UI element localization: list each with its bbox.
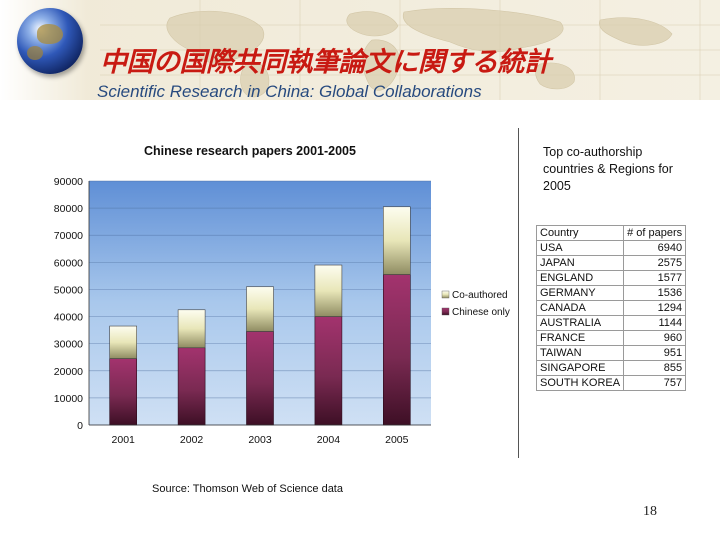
country-cell: FRANCE bbox=[535, 330, 625, 346]
world-map-background bbox=[0, 0, 720, 100]
table-row: JAPAN 2575 bbox=[535, 255, 687, 271]
y-tick-label: 30000 bbox=[54, 339, 83, 351]
papers-cell: 2575 bbox=[623, 255, 687, 271]
column-header-papers: # of papers bbox=[623, 225, 687, 241]
papers-cell: 951 bbox=[623, 345, 687, 361]
y-tick-label: 40000 bbox=[54, 312, 83, 324]
papers-cell: 855 bbox=[623, 360, 687, 376]
table-row: USA 6940 bbox=[535, 240, 687, 256]
y-tick-label: 50000 bbox=[54, 284, 83, 296]
globe-logo bbox=[17, 8, 83, 74]
country-cell: CANADA bbox=[535, 300, 625, 316]
table-body: USA 6940 JAPAN 2575 ENGLAND 1577 GERMANY 1536 CA… bbox=[535, 240, 687, 391]
bar-chinese-only bbox=[382, 274, 411, 426]
y-tick-label: 10000 bbox=[54, 393, 83, 405]
papers-cell: 960 bbox=[623, 330, 687, 346]
country-cell: USA bbox=[535, 240, 625, 256]
legend-label: Co-authored bbox=[452, 290, 508, 301]
chart-canvas: Chinese research papers 2001-2005 0 10000 2… bbox=[54, 144, 510, 446]
table-row: AUSTRALIA 1144 bbox=[535, 315, 687, 331]
papers-cell: 1536 bbox=[623, 285, 687, 301]
stacked-bar-chart: Chinese research papers 2001-2005 0 10000 2… bbox=[39, 130, 519, 460]
papers-cell: 757 bbox=[623, 375, 687, 391]
bar-co-authored bbox=[177, 309, 206, 349]
source-note: Source: Thomson Web of Science data bbox=[152, 483, 343, 495]
x-tick-label: 2005 bbox=[385, 434, 409, 446]
papers-cell: 1144 bbox=[623, 315, 687, 331]
country-cell: JAPAN bbox=[535, 255, 625, 271]
bar-co-authored bbox=[109, 325, 137, 359]
table-row: CANADA 1294 bbox=[535, 300, 687, 316]
country-cell: SOUTH KOREA bbox=[535, 375, 625, 391]
y-tick-label: 70000 bbox=[54, 230, 83, 242]
bar-co-authored bbox=[382, 206, 411, 275]
table-row: GERMANY 1536 bbox=[535, 285, 687, 301]
table-row: FRANCE 960 bbox=[535, 330, 687, 346]
table-row: TAIWAN 951 bbox=[535, 345, 687, 361]
bar-co-authored bbox=[246, 286, 274, 332]
x-tick-label: 2003 bbox=[248, 434, 272, 446]
table-row: ENGLAND 1577 bbox=[535, 270, 687, 286]
papers-cell: 1577 bbox=[623, 270, 687, 286]
table-title: Top co-authorship countries & Regions fo… bbox=[543, 145, 673, 193]
country-cell: AUSTRALIA bbox=[535, 315, 625, 331]
table-header-row: Country # of papers bbox=[535, 225, 687, 241]
page-number: 18 bbox=[643, 504, 657, 519]
chart-title: Chinese research papers 2001-2005 bbox=[144, 144, 356, 158]
legend-swatch bbox=[441, 307, 450, 316]
country-cell: TAIWAN bbox=[535, 345, 625, 361]
papers-cell: 6940 bbox=[623, 240, 687, 256]
y-tick-label: 60000 bbox=[54, 257, 83, 269]
column-header-country: Country bbox=[535, 225, 625, 241]
bar-chinese-only bbox=[109, 358, 137, 426]
country-cell: SINGAPORE bbox=[535, 360, 625, 376]
slide-banner bbox=[0, 0, 720, 100]
slide-subtitle-english: Scientific Research in China: Global Col… bbox=[97, 82, 482, 101]
y-tick-label: 20000 bbox=[54, 366, 83, 378]
bar-chinese-only bbox=[246, 331, 274, 426]
country-cell: ENGLAND bbox=[535, 270, 625, 286]
vertical-divider bbox=[518, 128, 519, 458]
papers-cell: 1294 bbox=[623, 300, 687, 316]
y-tick-label: 0 bbox=[77, 420, 83, 432]
co-authorship-table: Country # of papers USA 6940 JAPAN 2575 ENGL… bbox=[535, 225, 687, 391]
country-cell: GERMANY bbox=[535, 285, 625, 301]
x-tick-label: 2004 bbox=[317, 434, 341, 446]
y-tick-label: 80000 bbox=[54, 203, 83, 215]
x-tick-label: 2002 bbox=[180, 434, 204, 446]
bar-chinese-only bbox=[177, 347, 206, 426]
bar-co-authored bbox=[314, 264, 343, 317]
table-row: SOUTH KOREA 757 bbox=[535, 375, 687, 391]
legend-label: Chinese only bbox=[452, 307, 510, 318]
table-row: SINGAPORE 855 bbox=[535, 360, 687, 376]
x-tick-label: 2001 bbox=[112, 434, 136, 446]
legend-swatch bbox=[441, 290, 450, 299]
y-tick-label: 90000 bbox=[54, 176, 83, 188]
bar-chinese-only bbox=[314, 316, 343, 426]
slide-title-japanese: 中国の国際共同執筆論文に関する統計 bbox=[100, 47, 551, 78]
